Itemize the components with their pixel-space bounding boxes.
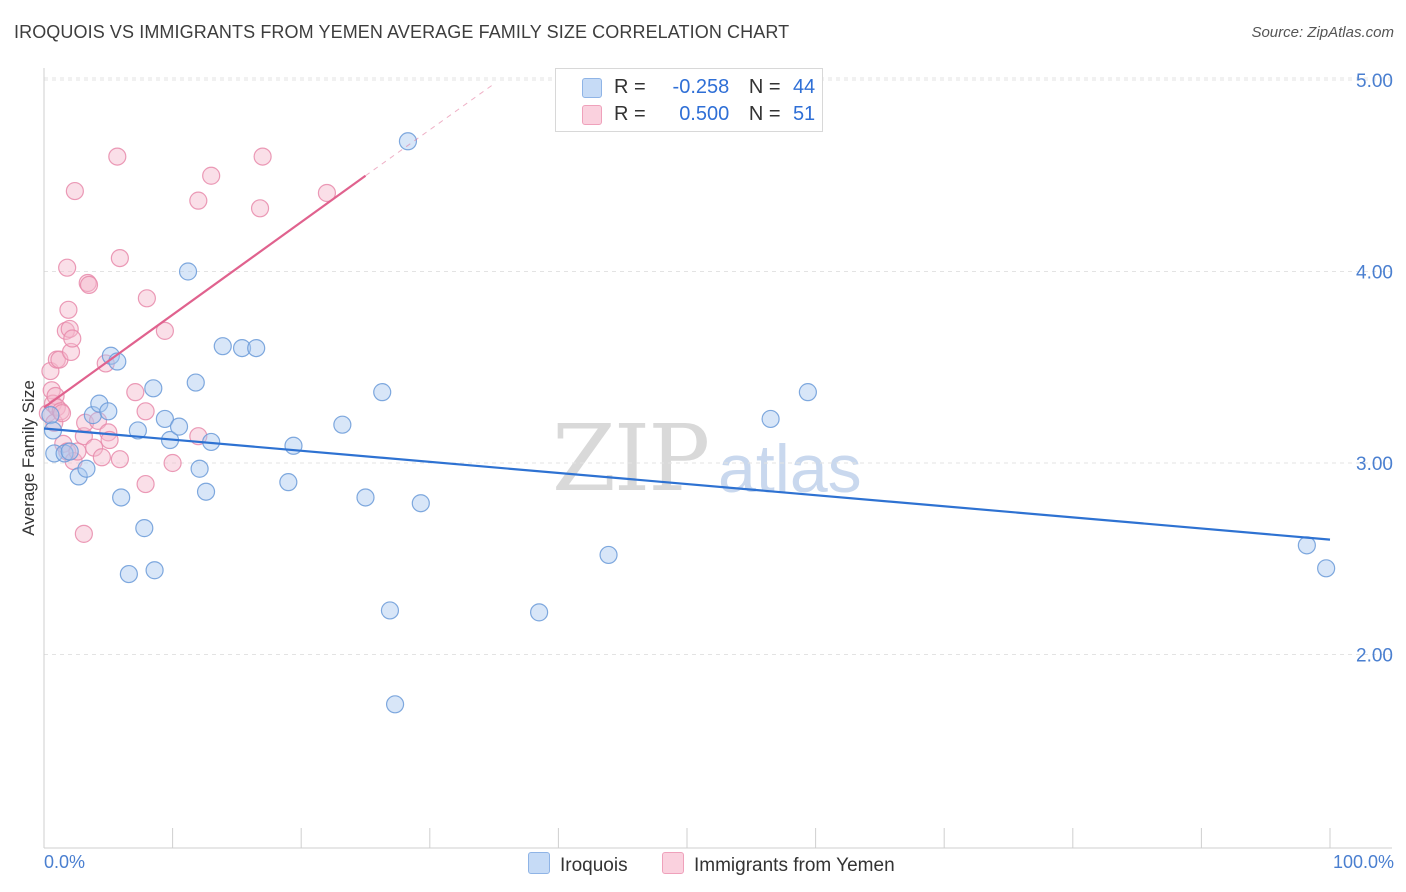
iroquois-point [385, 695, 405, 714]
yemen-point [61, 342, 81, 362]
bottom-legend-iroquois: Iroquois [528, 852, 628, 877]
legend-n-value: 44 [792, 76, 816, 98]
iroquois-point [112, 488, 131, 507]
watermark-atlas: atlas [718, 431, 862, 507]
yemen-point [126, 383, 145, 402]
yemen-point [58, 258, 77, 277]
yemen-point [250, 199, 270, 218]
yemen-point [85, 438, 104, 457]
yemen-trend-extension [365, 83, 495, 177]
yemen-point [100, 430, 119, 450]
yemen-point [79, 275, 99, 295]
iroquois-point [41, 406, 60, 425]
iroquois-point [60, 442, 79, 461]
iroquois-point [144, 379, 163, 398]
iroquois-point [77, 459, 96, 478]
y-tick-label: 3.00 [1356, 454, 1393, 475]
yemen-point [155, 321, 174, 340]
yemen-point [52, 404, 72, 423]
iroquois-point [1297, 536, 1316, 555]
legend-swatch-yemen [582, 105, 602, 125]
iroquois-point [99, 402, 118, 421]
iroquois-point [380, 601, 400, 620]
y-tick-label: 4.00 [1356, 263, 1393, 284]
y-axis-label: Average Family Size [19, 380, 38, 536]
y-tick-label: 2.00 [1356, 646, 1393, 667]
iroquois-point [232, 339, 252, 358]
iroquois-point [213, 337, 232, 356]
yemen-point [163, 453, 182, 473]
iroquois-point [284, 436, 303, 455]
iroquois-point [169, 417, 189, 436]
yemen-point [317, 183, 337, 203]
y-tick-label: 5.00 [1356, 71, 1393, 92]
iroquois-point [155, 409, 174, 429]
iroquois-point [398, 132, 418, 151]
yemen-point [253, 147, 272, 166]
iroquois-point [599, 545, 618, 565]
iroquois-point [333, 415, 352, 434]
yemen-trend-line [43, 174, 367, 409]
legend-r-value: -0.258 [672, 76, 730, 98]
bottom-legend-label-yemen: Immigrants from Yemen [694, 855, 895, 876]
iroquois-point [761, 409, 780, 429]
yemen-point [92, 448, 111, 467]
source-label: Source: ZipAtlas.com [1251, 24, 1394, 41]
legend-r-label: R = [614, 103, 646, 125]
iroquois-point [373, 383, 392, 402]
iroquois-point [196, 482, 216, 501]
iroquois-point [145, 561, 164, 580]
bottom-legend-swatch-iroquois [528, 852, 550, 874]
x-tick-label-min: 0.0% [44, 852, 86, 872]
legend-n-value: 51 [792, 103, 816, 125]
yemen-point [59, 300, 78, 319]
x-tick-label-max: 100.0% [1332, 852, 1394, 872]
iroquois-point [178, 262, 198, 281]
legend-r-value: 0.500 [679, 103, 730, 125]
bottom-legend-swatch-yemen [662, 852, 684, 874]
iroquois-point [356, 488, 375, 507]
iroquois-point [135, 519, 154, 538]
yemen-point [108, 147, 127, 166]
yemen-point [110, 450, 129, 469]
legend-n-label: N = [748, 76, 781, 98]
yemen-point [202, 166, 221, 185]
stats-legend: R = -0.258 N = 44 R = 0.500 N = 51 [555, 68, 823, 132]
yemen-point [136, 474, 155, 494]
iroquois-point [1317, 559, 1336, 578]
bottom-legend-label-iroquois: Iroquois [560, 855, 628, 876]
watermark-zip: ZIP [552, 405, 710, 512]
legend-n-label: N = [748, 103, 781, 125]
iroquois-point [119, 564, 138, 584]
legend-r-label: R = [614, 76, 646, 98]
iroquois-point [83, 406, 102, 425]
iroquois-point [247, 339, 266, 358]
iroquois-point [186, 373, 205, 392]
legend-swatch-iroquois [582, 78, 602, 98]
iroquois-point [128, 421, 147, 440]
iroquois-point [411, 494, 430, 513]
yemen-point [63, 329, 82, 348]
yemen-point [189, 191, 208, 210]
iroquois-point [530, 603, 549, 622]
yemen-point [74, 524, 93, 543]
yemen-point [110, 248, 129, 268]
chart-title: IROQUOIS VS IMMIGRANTS FROM YEMEN AVERAG… [14, 22, 790, 42]
iroquois-point [69, 467, 88, 486]
iroquois-point [190, 459, 209, 478]
iroquois-point [798, 383, 817, 402]
yemen-point [137, 289, 156, 308]
iroquois-trend-line [43, 427, 1331, 541]
iroquois-point [279, 473, 298, 492]
yemen-point [65, 181, 84, 201]
iroquois-point [45, 444, 64, 463]
yemen-point [136, 402, 155, 421]
bottom-legend-yemen: Immigrants from Yemen [662, 852, 895, 877]
